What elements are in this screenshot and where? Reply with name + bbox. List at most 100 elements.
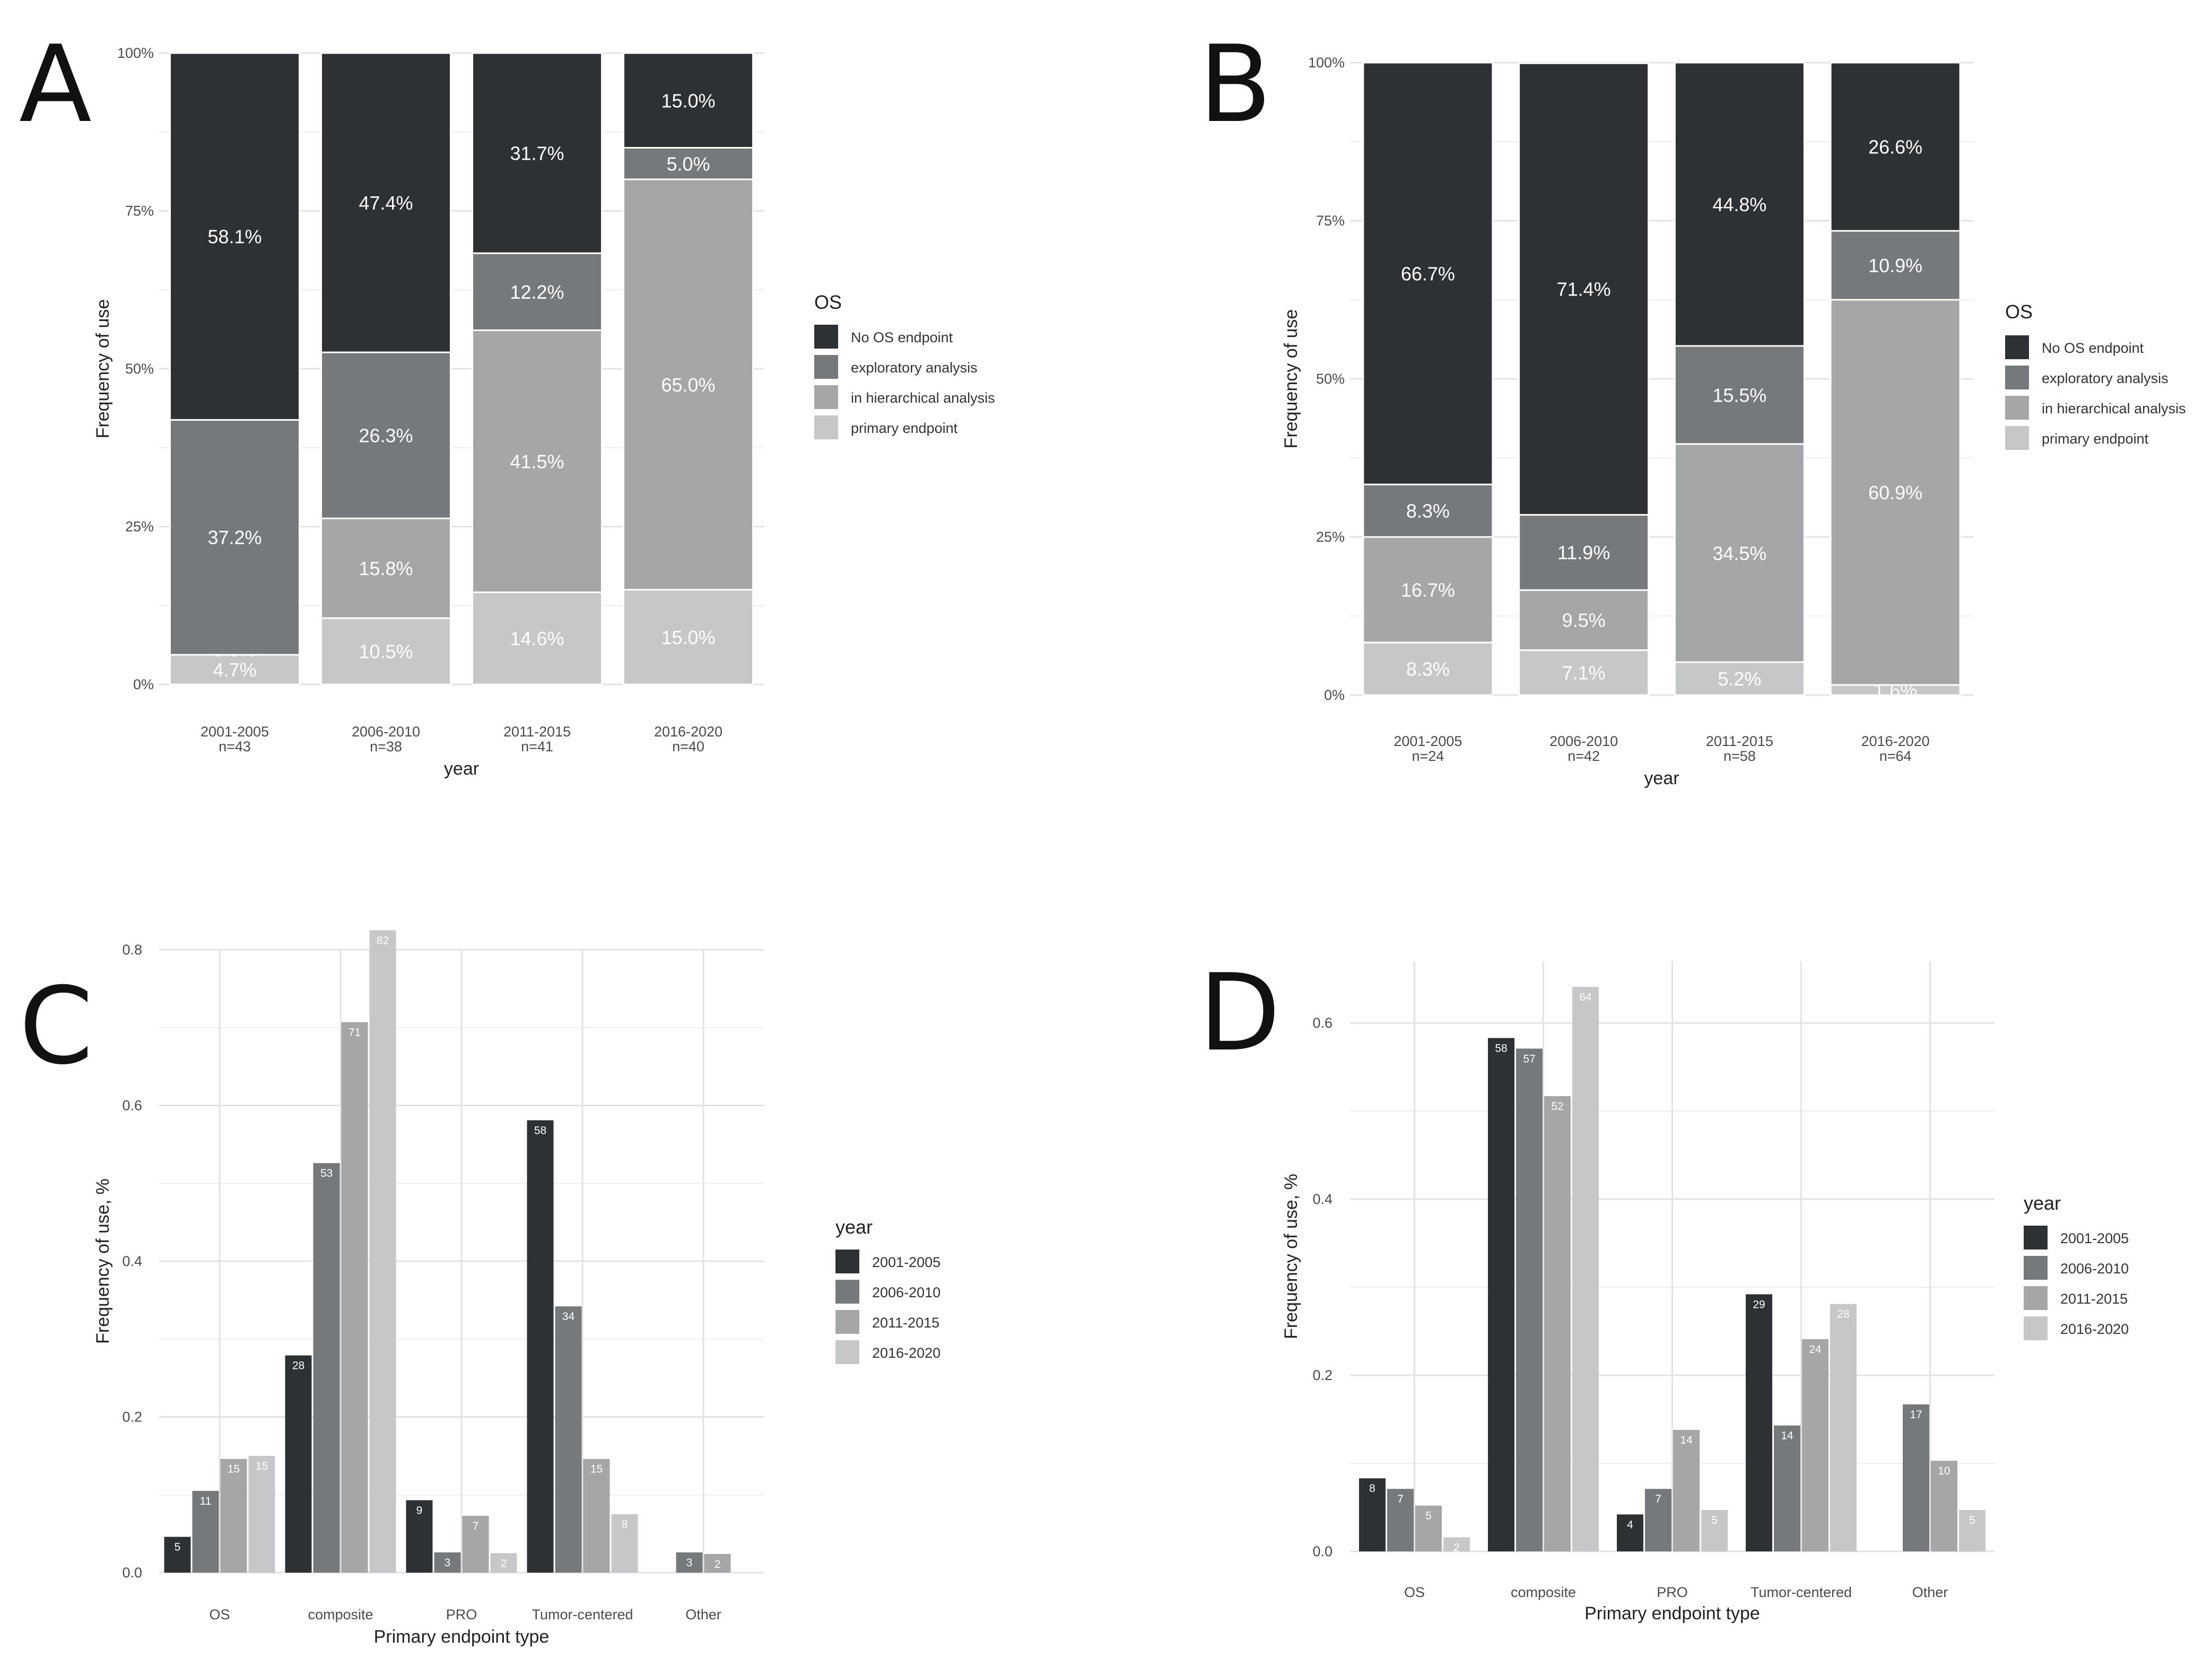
x-tick-label: 2016-2020 [1861,733,1930,749]
data-label: 44.8% [1712,194,1766,215]
data-label: 82 [377,934,389,947]
data-label: 26.6% [1868,136,1922,158]
bar [248,1455,275,1573]
legend-label: 2006-2010 [2060,1261,2129,1277]
bar [462,1515,489,1573]
data-label: 58.1% [207,226,262,248]
x-axis-title: year [444,759,479,779]
x-tick-n-label: n=24 [1412,748,1444,764]
legend-swatch [2005,366,2029,389]
data-label: 7 [473,1520,479,1532]
data-label: 5 [175,1541,181,1553]
x-tick-label: OS [1404,1584,1425,1600]
legend-swatch [814,355,838,379]
x-tick-label: Tumor-centered [532,1607,633,1623]
bar [434,1552,461,1573]
bar [1415,1505,1442,1551]
data-label: 5.2% [1718,668,1761,690]
bar [1544,1096,1571,1551]
bar-segment [472,252,603,331]
legend-swatch [2024,1316,2048,1340]
legend: year 2001-2005 2006-2010 2011-2015 2016-2020 [2024,1192,2129,1340]
legend: OS No OS endpoint exploratory analysis in h… [2005,301,2186,450]
data-label: 7 [1397,1493,1404,1505]
bar [220,1459,247,1573]
data-label: 11 [200,1495,212,1507]
bar [285,1355,312,1573]
y-axis-title: Frequency of use, % [93,1178,113,1344]
bar [1701,1509,1728,1551]
bar-segment [320,351,451,519]
bar [583,1459,610,1573]
y-tick-label: 0.2 [1312,1367,1333,1383]
data-label: 7.1% [1562,662,1606,684]
data-label: 9.5% [1562,610,1606,631]
data-label: 66.7% [1401,263,1455,285]
bar [192,1490,219,1573]
x-axis-title: Primary endpoint type [1584,1603,1760,1624]
data-label: 8.3% [1406,500,1450,522]
legend-label: No OS endpoint [2042,340,2144,356]
data-label: 2 [1453,1541,1460,1554]
legend-label: in hierarchical analysis [2042,401,2186,417]
data-label: 2 [501,1557,507,1569]
x-tick-label: PRO [446,1607,477,1623]
legend-label: primary endpoint [2042,431,2149,447]
bar-segment [1674,62,1805,347]
data-label: 9 [416,1505,423,1517]
legend-swatch [814,385,838,409]
data-label: 71.4% [1557,279,1611,300]
panel-label-b: B [1199,23,1272,146]
bar [1830,1304,1857,1551]
x-tick-label: PRO [1657,1584,1688,1600]
x-tick-label: 2011-2015 [1706,733,1773,749]
data-label: 3 [686,1557,693,1569]
legend: OS No OS endpoint exploratory analysis in h… [814,291,995,439]
data-label: 14 [1680,1434,1693,1446]
legend-swatch [814,325,838,349]
legend-swatch [835,1340,859,1364]
y-tick-label: 75% [1316,213,1345,229]
bar-segment [1830,299,1961,686]
y-tick-label: 100% [117,45,154,61]
y-axis-title: Frequency of use [1281,309,1301,449]
legend-swatch [2024,1286,2048,1310]
bar-segment [623,52,754,149]
legend-label: 2011-2015 [872,1315,939,1331]
bar-segment [623,589,754,686]
data-label: 34.5% [1712,542,1766,564]
data-label: 15 [590,1463,603,1476]
bar-segment [169,52,300,421]
bar-segment [1362,483,1494,538]
bar-segment [1518,649,1650,696]
x-tick-label: 2001-2005 [1394,733,1462,749]
x-tick-label: Other [1912,1584,1948,1600]
data-label: 8.3% [1406,658,1450,680]
bar-segment [1674,345,1805,445]
x-tick-n-label: n=58 [1723,748,1756,764]
data-label: 2 [715,1558,721,1571]
x-tick-n-label: n=42 [1567,748,1600,764]
data-label: 15.8% [359,558,413,579]
bar [1746,1294,1772,1551]
legend-title: OS [814,291,842,313]
bar [1774,1425,1800,1551]
data-label: 64 [1579,991,1592,1003]
legend-swatch [835,1310,859,1334]
legend-label: primary endpoint [851,420,958,436]
data-label: 58 [534,1124,546,1137]
legend: year 2001-2005 2006-2010 2011-2015 2016-2020 [835,1216,940,1364]
data-label: 15.5% [1712,384,1766,406]
data-label: 53 [320,1167,333,1179]
x-tick-n-label: n=41 [521,739,553,754]
legend-swatch [2005,396,2029,420]
legend-label: in hierarchical analysis [851,390,995,406]
x-tick-label: OS [209,1607,230,1623]
legend-swatch [814,415,838,439]
bar-segment [472,329,603,593]
x-tick-label: 2016-2020 [654,724,722,740]
bar-segment [472,52,603,254]
legend-title: OS [2005,301,2033,323]
x-tick-label: 2001-2005 [201,724,269,740]
